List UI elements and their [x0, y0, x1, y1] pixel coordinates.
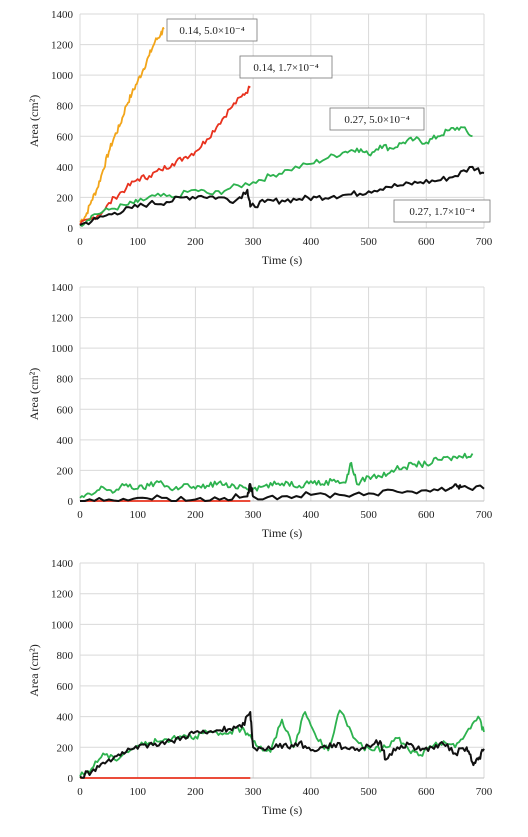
- y-axis-label: Area (cm²): [27, 644, 41, 697]
- x-tick-label: 200: [187, 509, 204, 521]
- x-tick-label: 600: [418, 786, 435, 798]
- series-line-2: [79, 126, 473, 227]
- y-tick-label: 1200: [51, 40, 74, 52]
- annotation-box: [239, 55, 333, 79]
- y-tick-label: 1200: [51, 313, 74, 325]
- chart-middle: 0 200 400 600 800 1000 1200 1400 0 100 200 300 400 50…: [27, 282, 493, 540]
- annotation-label: 0.27, 5.0×10⁻⁴: [344, 114, 410, 126]
- x-axis-label: Time (s): [262, 526, 303, 540]
- y-tick-label: 800: [57, 650, 74, 662]
- y-tick-label: 200: [57, 465, 74, 477]
- chart-top: 0 200 400 600 800 1000 1200 1400 0 100 200 300 400 50…: [27, 9, 493, 267]
- chart-bottom: 0 200 400 600 800 1000 1200 1400 0 100 200 300 400 50…: [27, 558, 493, 817]
- x-tick-label: 300: [245, 786, 262, 798]
- x-tick-label: 0: [77, 236, 83, 248]
- y-tick-label: 0: [68, 223, 74, 235]
- y-tick-label: 600: [57, 681, 74, 693]
- y-tick-label: 200: [57, 742, 74, 754]
- x-axis-label: Time (s): [262, 253, 303, 267]
- x-tick-label: 700: [476, 236, 493, 248]
- y-tick-label: 1200: [51, 589, 74, 601]
- series-line-2: [80, 483, 485, 502]
- x-axis-label: Time (s): [262, 803, 303, 817]
- y-tick-label: 800: [57, 101, 74, 113]
- x-tick-label: 600: [418, 236, 435, 248]
- x-tick-label: 300: [245, 509, 262, 521]
- x-tick-label: 700: [476, 786, 493, 798]
- x-tick-label: 100: [129, 236, 146, 248]
- x-tick-label: 500: [360, 236, 377, 248]
- y-tick-label: 400: [57, 162, 74, 174]
- annotation-box: [393, 199, 491, 223]
- x-tick-label: 200: [187, 786, 204, 798]
- series-line-0: [79, 27, 165, 223]
- annotation-box: [329, 107, 425, 131]
- x-tick-label: 400: [303, 509, 320, 521]
- y-tick-label: 1000: [51, 343, 74, 355]
- y-tick-label: 0: [68, 496, 74, 508]
- annotation-label: 0.27, 1.7×10⁻⁴: [409, 206, 475, 218]
- series-line-1: [79, 452, 474, 499]
- x-tick-label: 400: [303, 786, 320, 798]
- annotation-box: [166, 18, 258, 42]
- x-tick-label: 700: [476, 509, 493, 521]
- y-tick-label: 0: [68, 773, 74, 785]
- y-tick-label: 400: [57, 435, 74, 447]
- x-tick-label: 400: [303, 236, 320, 248]
- x-tick-label: 100: [129, 509, 146, 521]
- series-line-1: [79, 709, 485, 777]
- x-tick-label: 100: [129, 786, 146, 798]
- x-tick-label: 600: [418, 509, 435, 521]
- x-tick-label: 300: [245, 236, 262, 248]
- y-tick-label: 1400: [51, 558, 74, 570]
- x-tick-label: 500: [360, 786, 377, 798]
- y-tick-label: 800: [57, 374, 74, 386]
- y-tick-label: 1000: [51, 619, 74, 631]
- x-tick-label: 0: [77, 786, 83, 798]
- y-tick-label: 1000: [51, 70, 74, 82]
- y-tick-label: 600: [57, 131, 74, 143]
- y-tick-label: 1400: [51, 282, 74, 294]
- annotation-label: 0.14, 5.0×10⁻⁴: [179, 25, 245, 37]
- y-axis-label: Area (cm²): [27, 368, 41, 421]
- x-tick-label: 0: [77, 509, 83, 521]
- y-tick-label: 1400: [51, 9, 74, 21]
- series-line-3: [79, 165, 485, 226]
- annotation-label: 0.14, 1.7×10⁻⁴: [253, 62, 319, 74]
- y-tick-label: 400: [57, 712, 74, 724]
- series-line-2: [79, 711, 485, 779]
- series-line-1: [79, 85, 251, 226]
- y-axis-label: Area (cm²): [27, 95, 41, 148]
- x-tick-label: 200: [187, 236, 204, 248]
- y-tick-label: 200: [57, 192, 74, 204]
- y-tick-label: 600: [57, 404, 74, 416]
- x-tick-label: 500: [360, 509, 377, 521]
